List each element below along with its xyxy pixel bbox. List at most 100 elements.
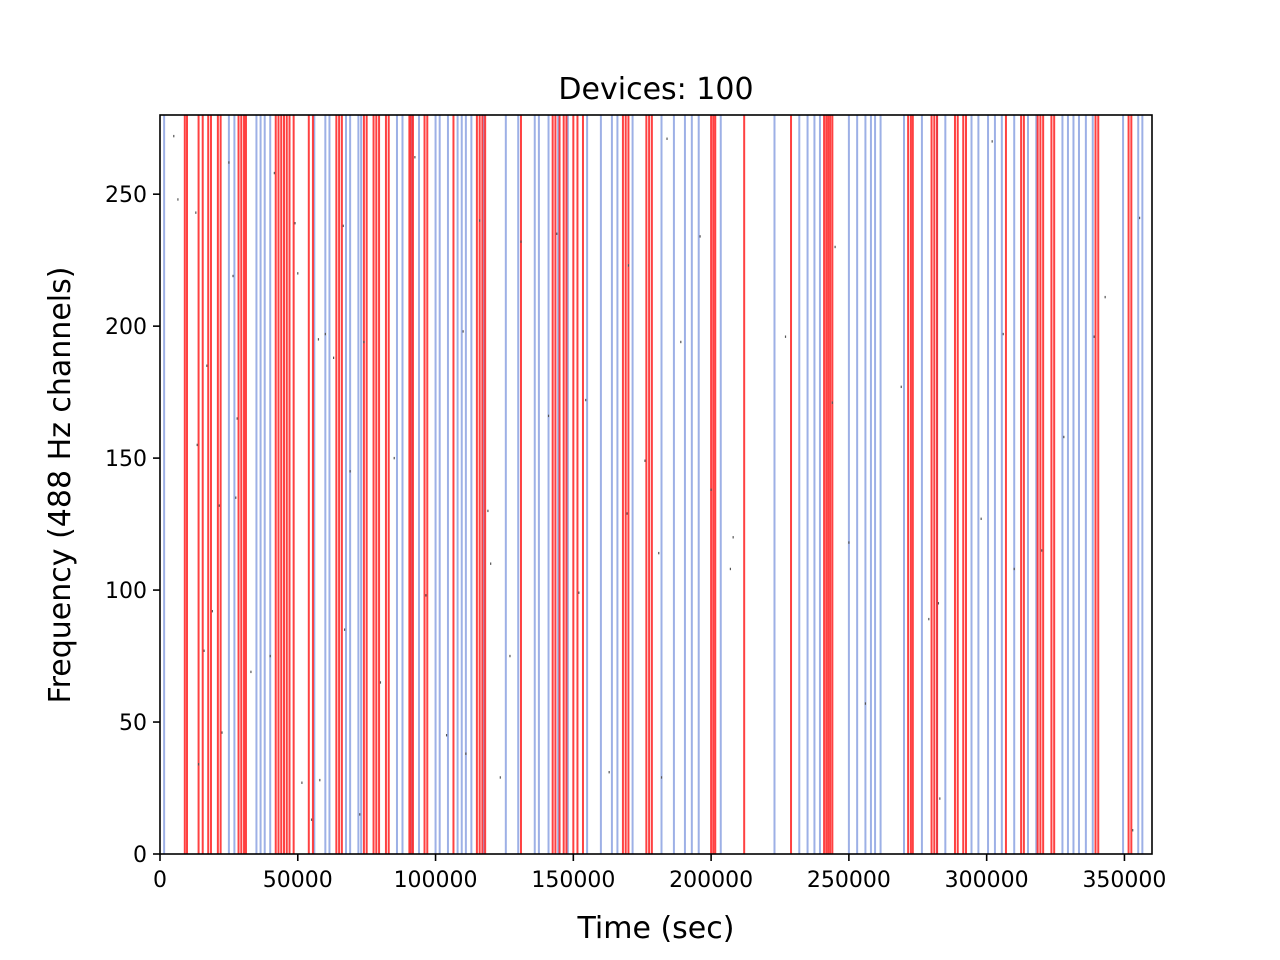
dot-mark [499,776,501,779]
x-tick-label: 350000 [1082,868,1166,893]
dot-mark [206,364,208,367]
dot-mark [445,734,448,737]
dot-mark [1002,332,1004,336]
plot-frame [159,114,1153,855]
dot-mark [425,594,427,597]
dot-mark [177,198,179,201]
dot-mark [585,398,587,402]
dot-mark [363,340,365,344]
dot-mark [556,232,558,235]
dot-mark [699,235,701,238]
y-tick-label: 150 [105,447,147,472]
dot-mark [465,752,467,755]
x-tick-label: 200000 [669,868,753,893]
dot-mark [937,602,940,605]
dot-mark [660,776,663,779]
dot-mark [784,335,787,338]
dot-mark [196,443,198,447]
dot-mark [414,156,416,159]
dot-mark [273,171,275,175]
dot-mark [462,330,464,333]
dot-mark [991,140,993,143]
dot-mark [250,670,252,674]
x-tick-label: 50000 [263,868,333,893]
dot-mark [173,134,175,138]
dot-mark [939,797,941,800]
dot-mark [203,649,205,652]
dot-mark [658,551,660,555]
dot-mark [520,240,522,243]
dot-mark [626,512,628,515]
dot-mark [980,517,982,521]
dot-mark [608,770,610,774]
chart-title: Devices: 100 [558,72,753,107]
dot-mark [379,681,382,684]
x-tick-label: 0 [153,868,167,893]
dot-mark [680,340,682,344]
dot-mark [479,219,481,222]
x-tick-label: 150000 [531,868,615,893]
dot-mark [578,591,580,594]
dot-mark [666,137,668,140]
dot-mark [1104,295,1106,299]
dot-mark [324,332,326,336]
axes: 0 50000 100000 150000 200000 250000 300000 3500… [105,114,1166,893]
dot-mark [344,628,346,631]
y-tick-label: 200 [105,315,147,340]
dot-mark [297,272,299,275]
dot-mark [333,356,335,360]
x-tick-label: 300000 [945,868,1029,893]
dot-mark [195,211,197,214]
dot-mark [487,509,489,513]
y-axis-label: Frequency (488 Hz channels) [43,267,78,704]
dot-mark [317,338,320,341]
dot-mark [197,763,200,766]
dot-mark [509,654,511,658]
dot-mark [644,459,646,462]
dot-mark [301,781,303,784]
dot-mark [1013,567,1015,571]
dot-mark [831,401,833,404]
dot-mark [310,818,313,821]
dot-mark [221,731,223,734]
dot-mark [319,778,321,782]
dot-mark [732,536,734,539]
dot-mark [232,274,234,278]
dot-mark [1041,549,1043,552]
dot-mark [834,245,836,249]
x-tick-label: 250000 [807,868,891,893]
dot-mark [900,385,902,389]
dot-mark [342,224,344,228]
y-tick-label: 250 [105,183,147,208]
dot-mark [864,702,867,705]
dot-mark [228,161,230,164]
dot-mark [211,609,213,613]
dot-mark [547,414,550,418]
dot-mark [359,813,361,816]
dot-mark [235,496,237,499]
plot-area [163,115,1144,854]
dot-mark [729,567,731,571]
y-tick-label: 100 [105,579,147,604]
dot-mark [928,617,930,621]
dot-mark [710,488,712,491]
x-tick-label: 100000 [394,868,478,893]
dot-mark [218,504,220,507]
x-axis-label: Time (sec) [577,911,735,946]
dot-mark [848,541,850,544]
dot-mark [236,417,238,420]
dot-mark [393,456,395,460]
dot-mark [490,562,492,565]
y-tick-label: 50 [119,711,147,736]
y-tick-label: 0 [133,843,147,868]
dot-mark [294,222,296,225]
dot-mark [349,470,351,473]
dot-mark [1093,335,1095,338]
dot-mark [627,264,630,267]
dot-mark [1063,435,1065,439]
dot-mark [269,654,271,658]
dot-mark [1132,829,1134,832]
dot-mark [1139,216,1141,220]
